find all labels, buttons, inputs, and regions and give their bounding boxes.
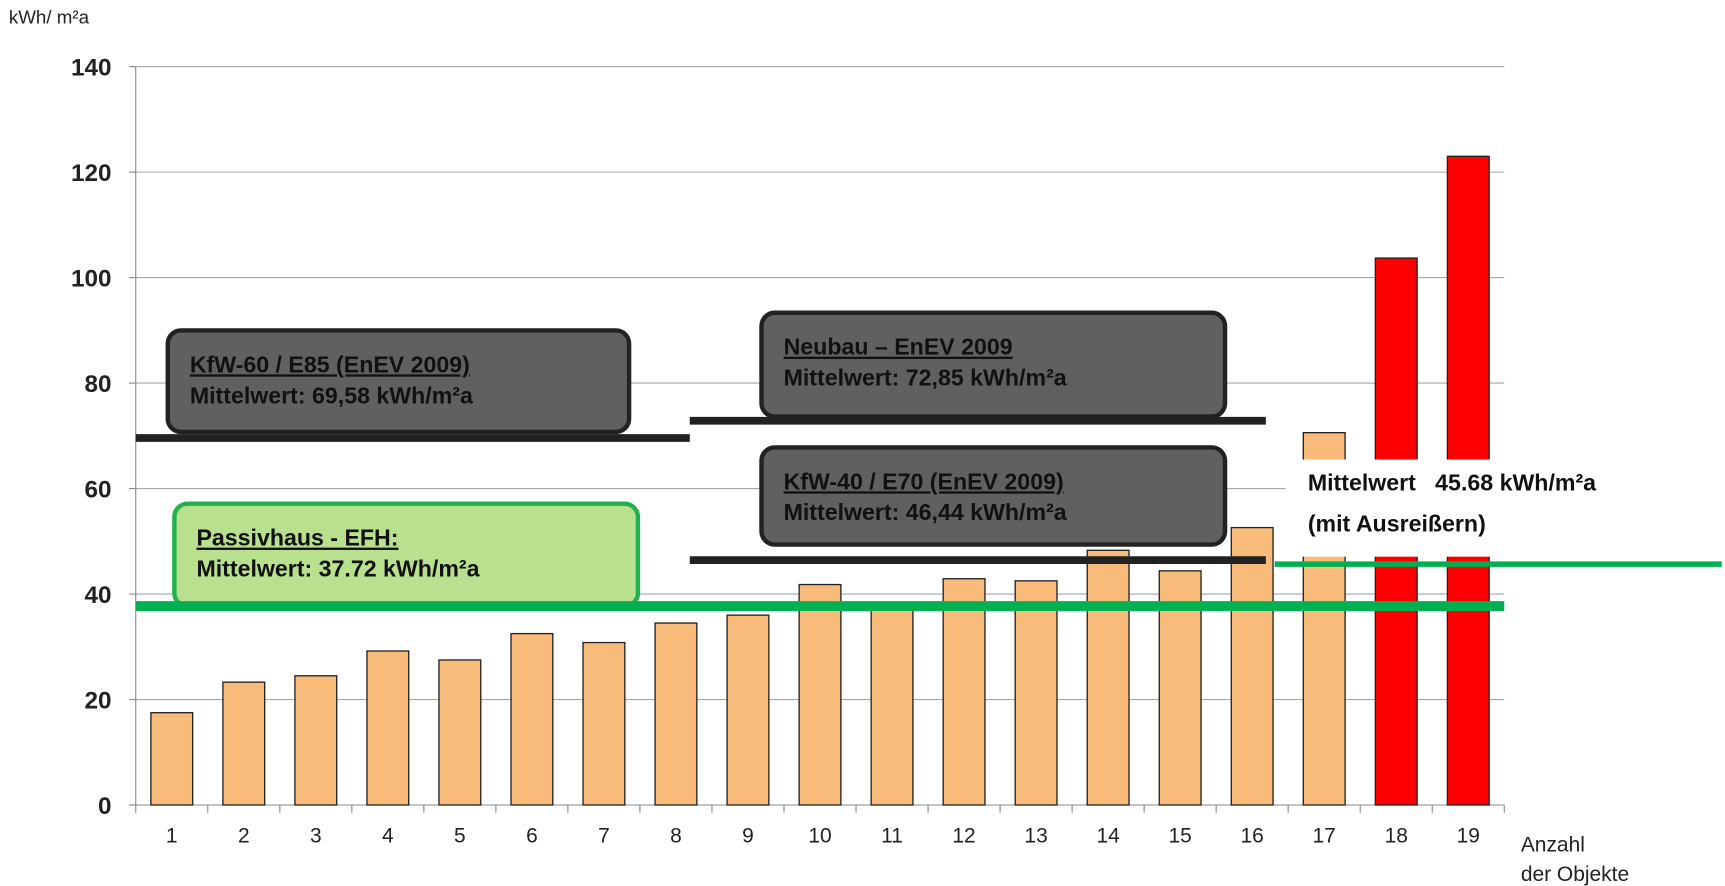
bar	[1086, 549, 1130, 806]
x-tick-label: 4	[382, 825, 394, 848]
bar	[510, 632, 554, 806]
annotation-box	[759, 310, 1228, 419]
x-tick-label: 14	[1096, 825, 1120, 848]
annotation-box	[165, 328, 632, 435]
x-tick-label: 11	[881, 825, 903, 848]
x-tick-label: 7	[598, 825, 610, 848]
y-tick-label: 80	[84, 371, 111, 398]
x-axis-label: der Objekte	[1521, 863, 1629, 886]
x-tick-label: 2	[238, 825, 250, 848]
bar	[150, 712, 194, 806]
x-tick-label: 1	[166, 825, 178, 848]
bar	[726, 614, 770, 806]
bar	[222, 681, 266, 806]
annotation-title: KfW-60 / E85 (EnEV 2009)	[190, 351, 470, 377]
bar	[1014, 580, 1058, 806]
bar	[582, 641, 626, 806]
y-tick-label: 120	[71, 160, 111, 187]
x-tick-label: 17	[1313, 825, 1336, 848]
annotation-text: Mittelwert: 72,85 kWh/m²a	[784, 365, 1068, 391]
annotation-background	[1285, 459, 1725, 557]
x-tick-label: 9	[742, 825, 754, 848]
bar	[798, 583, 842, 806]
x-tick-label: 15	[1168, 825, 1191, 848]
annotation-title: Mittelwert 45.68 kWh/m²a	[1308, 469, 1597, 495]
annotation-box	[759, 445, 1228, 547]
y-tick-label: 0	[98, 793, 111, 820]
x-axis-label: Anzahl	[1521, 833, 1585, 856]
x-tick-label: 3	[310, 825, 322, 848]
bar	[438, 659, 482, 806]
x-tick-label: 12	[952, 825, 975, 848]
bar	[1230, 526, 1274, 806]
bar	[942, 578, 986, 806]
annotation-text: (mit Ausreißern)	[1308, 510, 1486, 536]
annotation-text: Mittelwert: 37.72 kWh/m²a	[196, 556, 480, 582]
x-tick-label: 8	[670, 825, 682, 848]
x-tick-label: 19	[1457, 825, 1480, 848]
annotation-text: Mittelwert: 46,44 kWh/m²a	[784, 499, 1068, 525]
bar	[366, 650, 410, 806]
annotation-title: KfW-40 / E70 (EnEV 2009)	[784, 468, 1064, 494]
x-tick-label: 6	[526, 825, 538, 848]
x-tick-label: 13	[1024, 825, 1047, 848]
annotation-title: Neubau – EnEV 2009	[784, 334, 1013, 360]
x-tick-label: 5	[454, 825, 466, 848]
annotation-text: Mittelwert: 69,58 kWh/m²a	[190, 382, 474, 408]
y-tick-label: 100	[71, 265, 111, 292]
bar	[870, 603, 914, 806]
annotation-title: Passivhaus - EFH:	[196, 525, 398, 551]
x-tick-label: 18	[1385, 825, 1408, 848]
y-tick-label: 20	[84, 687, 111, 714]
x-tick-label: 10	[808, 825, 831, 848]
bar	[654, 622, 698, 806]
y-tick-label: 40	[84, 582, 111, 609]
bar	[294, 675, 338, 806]
y-tick-label: 60	[84, 476, 111, 503]
y-axis-label: kWh/ m²a	[9, 7, 90, 28]
x-tick-label: 16	[1241, 825, 1264, 848]
y-tick-label: 140	[71, 54, 111, 81]
